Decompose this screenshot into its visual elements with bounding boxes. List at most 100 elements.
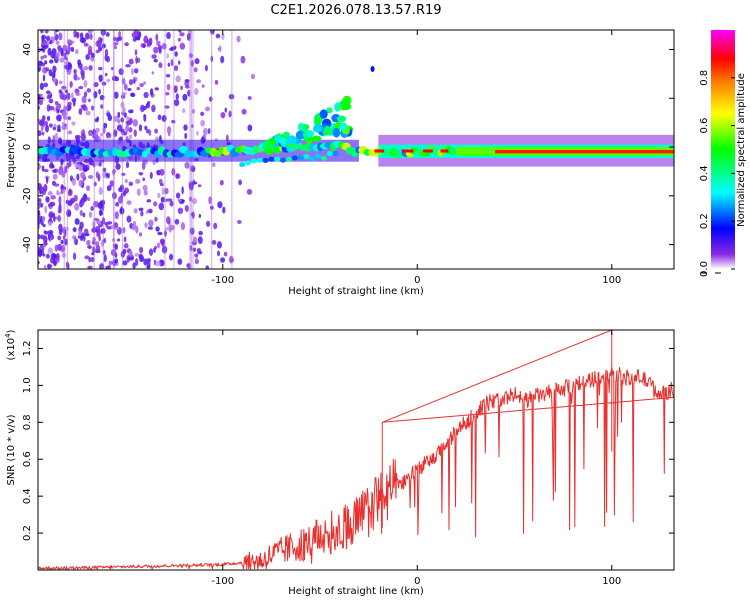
noise-point bbox=[41, 35, 44, 43]
noise-point bbox=[123, 112, 127, 118]
noise-point bbox=[165, 92, 170, 96]
noise-point bbox=[39, 82, 44, 91]
noise-point bbox=[154, 216, 158, 222]
noise-point bbox=[124, 179, 128, 184]
noise-point bbox=[87, 45, 93, 54]
noise-point bbox=[106, 112, 111, 117]
y-tick-label: 0.4 bbox=[22, 488, 33, 504]
snr-frame bbox=[37, 329, 675, 571]
noise-point bbox=[161, 115, 167, 122]
noise-point bbox=[148, 219, 154, 227]
noise-point bbox=[184, 132, 188, 139]
noise-point bbox=[168, 253, 174, 261]
noise-point bbox=[58, 167, 63, 176]
spectrogram-xlabel: Height of straight line (km) bbox=[288, 286, 424, 297]
noise-point bbox=[250, 73, 256, 79]
noise-point bbox=[79, 221, 84, 229]
noise-point bbox=[138, 171, 144, 176]
noise-point bbox=[137, 32, 140, 38]
noise-point bbox=[204, 65, 208, 72]
noise-point bbox=[58, 229, 63, 236]
noise-point bbox=[151, 104, 156, 113]
noise-point bbox=[85, 54, 90, 61]
noise-point bbox=[82, 194, 88, 202]
noise-point bbox=[149, 88, 154, 96]
noise-point bbox=[208, 196, 212, 205]
noise-point bbox=[57, 45, 62, 51]
noise-point bbox=[246, 189, 253, 195]
noise-point bbox=[151, 71, 154, 75]
noise-point bbox=[56, 115, 59, 121]
noise-point bbox=[128, 79, 134, 86]
doppler-blob bbox=[303, 154, 310, 160]
noise-point bbox=[79, 66, 83, 71]
noise-point bbox=[144, 125, 148, 131]
y-tick-label: 40 bbox=[22, 43, 33, 56]
noise-point bbox=[38, 249, 43, 258]
svg-text:(x104): (x104) bbox=[4, 329, 17, 360]
noise-point bbox=[157, 231, 163, 236]
noise-point bbox=[55, 30, 59, 33]
noise-point bbox=[143, 81, 146, 85]
noise-point bbox=[161, 239, 165, 247]
noise-point bbox=[108, 260, 113, 265]
noise-point bbox=[116, 238, 121, 242]
noise-point bbox=[143, 189, 148, 196]
y-tick-label: 1.2 bbox=[22, 341, 33, 357]
noise-point bbox=[161, 43, 167, 50]
noise-point bbox=[217, 250, 220, 257]
noise-point bbox=[114, 258, 119, 264]
noise-point bbox=[146, 265, 151, 269]
y-tick-label: 20 bbox=[22, 92, 33, 105]
noise-point bbox=[143, 35, 149, 44]
noise-point bbox=[117, 118, 121, 124]
noise-point bbox=[140, 210, 144, 217]
noise-point bbox=[238, 179, 243, 186]
chart-title: C2E1.2026.078.13.57.R19 bbox=[270, 3, 441, 18]
noise-point bbox=[80, 133, 86, 141]
doppler-blob bbox=[319, 109, 328, 119]
noise-point bbox=[157, 45, 163, 51]
noise-point bbox=[76, 134, 81, 140]
noise-point bbox=[194, 87, 199, 96]
noise-point bbox=[148, 248, 154, 256]
noise-point bbox=[180, 222, 186, 231]
noise-point bbox=[51, 164, 55, 169]
noise-point bbox=[133, 208, 138, 214]
noise-point bbox=[153, 58, 158, 63]
noise-point bbox=[147, 226, 153, 230]
noise-point bbox=[97, 219, 101, 225]
noise-point bbox=[154, 128, 158, 134]
noise-point bbox=[81, 104, 87, 111]
noise-point bbox=[214, 79, 219, 85]
noise-point bbox=[149, 171, 153, 180]
noise-point bbox=[90, 256, 95, 263]
noise-point bbox=[153, 201, 158, 207]
noise-point bbox=[166, 31, 171, 40]
noise-point bbox=[97, 202, 103, 210]
noise-point bbox=[161, 187, 165, 196]
doppler-blob bbox=[250, 158, 257, 164]
noise-point bbox=[156, 40, 161, 47]
noise-point bbox=[38, 67, 41, 73]
noise-point bbox=[133, 78, 136, 85]
noise-point bbox=[138, 124, 143, 132]
noise-point bbox=[138, 253, 143, 259]
noise-point bbox=[184, 161, 190, 169]
noise-point bbox=[200, 111, 205, 117]
doppler-blob bbox=[280, 157, 287, 163]
noise-point bbox=[194, 253, 199, 258]
noise-point bbox=[169, 200, 174, 207]
noise-point bbox=[203, 127, 208, 136]
noise-point bbox=[40, 55, 44, 60]
carrier-peak bbox=[495, 149, 674, 154]
noise-point bbox=[40, 204, 43, 208]
noise-point bbox=[48, 211, 54, 219]
noise-point bbox=[88, 130, 93, 136]
noise-point bbox=[87, 265, 93, 269]
noise-point bbox=[173, 99, 180, 107]
noise-point bbox=[182, 93, 188, 101]
carrier-peak-segment bbox=[401, 149, 414, 153]
noise-point bbox=[94, 131, 99, 139]
noise-point bbox=[53, 77, 56, 83]
